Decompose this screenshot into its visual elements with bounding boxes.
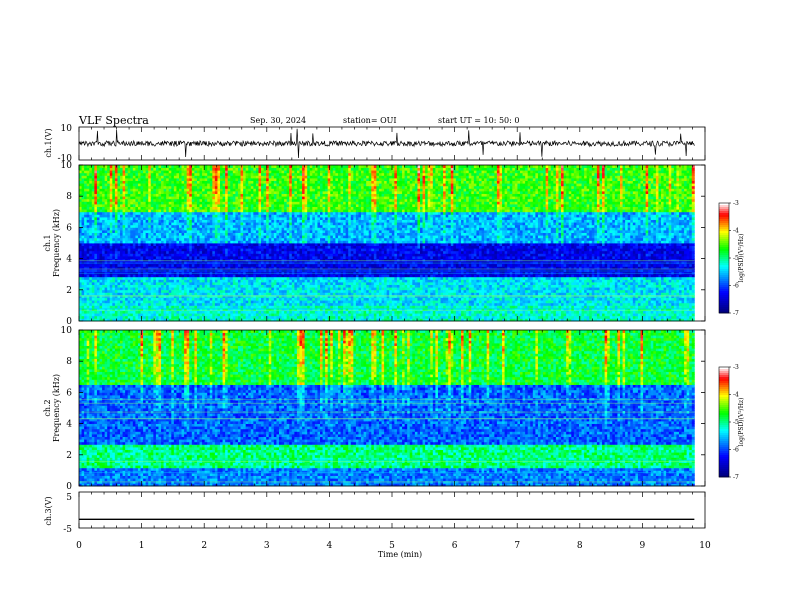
ch1-spec-ylabel-freq: Frequency (kHz)	[52, 209, 61, 277]
ch1-ylabel: ch.1(V)	[44, 128, 53, 157]
spec-ytick-label: 10	[61, 326, 73, 336]
time-tick-label: 10	[699, 541, 711, 551]
spec-ytick-label: 0	[66, 482, 72, 492]
ch3-waveform-panel: 5 -5 ch.3(V)	[44, 492, 705, 535]
colorbar-tick-label: -7	[733, 474, 739, 481]
colorbar-tick-label: -3	[733, 200, 739, 207]
spec-ytick-label: 8	[66, 357, 72, 367]
figure-title: VLF Spectra	[78, 114, 149, 127]
ch1-ytick-top: 10	[61, 124, 73, 134]
ch3-ytick-bottom: -5	[63, 525, 72, 535]
spec-ytick-label: 4	[66, 420, 72, 430]
time-tick-label: 0	[76, 541, 82, 551]
ch3-ytick-top: 5	[66, 493, 72, 503]
colorbar-tick-label: -4	[733, 228, 739, 235]
time-tick-label: 6	[452, 541, 458, 551]
ch1-waveform-series	[79, 129, 694, 158]
spec-ytick-label: 8	[66, 192, 72, 202]
spec-ytick-label: 2	[66, 451, 72, 461]
colorbar-tick-label: -6	[733, 283, 739, 290]
ch2-spec-ylabel-channel: ch.2	[43, 399, 52, 416]
colorbar-tick-label: -4	[733, 392, 739, 399]
time-tick-label: 1	[139, 541, 145, 551]
colorbar-tick-label: -3	[733, 364, 739, 371]
colorbar-label: log(PSD)(V²/Hz)	[738, 398, 745, 447]
ch1-waveform-panel: 10 -10 ch.1(V)	[44, 124, 705, 164]
spec-ytick-label: 6	[66, 388, 72, 398]
ch3-ylabel: ch.3(V)	[44, 496, 53, 525]
ch2-spec-ylabel-freq: Frequency (kHz)	[52, 374, 61, 442]
start-time-label: start UT = 10: 50: 0	[438, 116, 519, 125]
date-label: Sep. 30, 2024	[250, 116, 306, 125]
ch2-spectrogram-image	[79, 330, 705, 486]
time-tick-label: 7	[514, 541, 520, 551]
colorbar-tick-label: -7	[733, 310, 739, 317]
vlf-spectra-figure: VLF Spectra Sep. 30, 2024 station= OUI s…	[0, 0, 792, 612]
colorbar-label: log(PSD)(V²/Hz)	[738, 234, 745, 283]
ch3-waveform-frame	[79, 492, 705, 528]
time-tick-label: 4	[327, 541, 333, 551]
colorbar-tick-label: -6	[733, 447, 739, 454]
spec-ytick-label: 2	[66, 286, 72, 296]
time-tick-label: 8	[577, 541, 583, 551]
ch1-spectrogram-image	[79, 165, 705, 321]
spec-ytick-label: 4	[66, 255, 72, 265]
time-tick-label: 3	[264, 541, 270, 551]
time-tick-label: 2	[201, 541, 207, 551]
ch1-waveform-trace	[79, 129, 694, 158]
spec-ytick-label: 10	[61, 161, 73, 171]
spec-ytick-label: 6	[66, 223, 72, 233]
time-tick-label: 9	[640, 541, 646, 551]
time-axis-label: Time (min)	[378, 550, 422, 559]
station-label: station= OUI	[343, 116, 397, 125]
ch1-spec-ylabel-channel: ch.1	[43, 234, 52, 251]
